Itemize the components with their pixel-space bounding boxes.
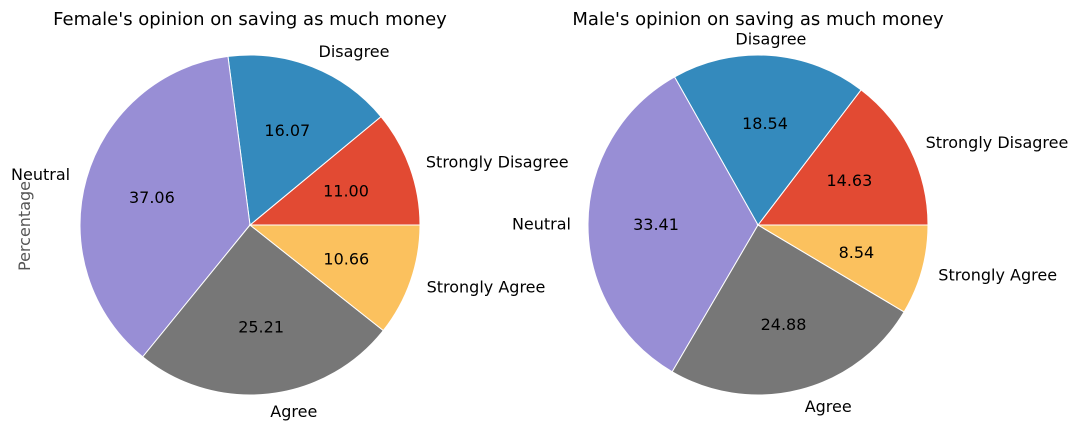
pie-category-label-strongly-agree: Strongly Agree xyxy=(938,266,1057,285)
y-axis-label: Percentage xyxy=(15,181,34,271)
pie-category-label-strongly-disagree: Strongly Disagree xyxy=(926,133,1069,152)
pie-slice-agree xyxy=(142,224,384,396)
pie-value-label-strongly-disagree: 14.63 xyxy=(826,171,872,190)
pie-category-label-neutral: Neutral xyxy=(11,165,70,184)
pie-slice-disagree xyxy=(673,54,862,226)
pie-slices xyxy=(587,54,929,396)
female-pie-chart: Female's opinion on saving as much money… xyxy=(11,9,569,421)
pie-slice-strongly-agree xyxy=(248,224,421,332)
pie-value-label-strongly-agree: 10.66 xyxy=(323,250,369,269)
pie-slice-agree xyxy=(671,224,905,396)
pie-category-label-neutral: Neutral xyxy=(512,215,571,234)
pie-value-label-strongly-disagree: 11.00 xyxy=(323,181,369,200)
pie-value-label-neutral: 33.41 xyxy=(633,215,679,234)
pie-slice-strongly-disagree xyxy=(248,115,421,226)
male-pie-chart: Male's opinion on saving as much money 1… xyxy=(512,9,1068,416)
pie-category-label-disagree: Disagree xyxy=(735,29,806,48)
pie-slices xyxy=(79,54,421,396)
pie-value-label-neutral: 37.06 xyxy=(129,188,175,207)
pie-slice-strongly-disagree xyxy=(756,89,929,226)
pie-category-label-strongly-disagree: Strongly Disagree xyxy=(426,153,569,172)
pie-value-label-agree: 24.88 xyxy=(761,315,807,334)
pie-category-label-disagree: Disagree xyxy=(319,42,390,61)
pie-value-label-strongly-agree: 8.54 xyxy=(839,243,875,262)
chart-title: Female's opinion on saving as much money xyxy=(53,9,447,30)
pie-slice-disagree xyxy=(227,54,382,226)
pie-slice-neutral xyxy=(79,55,251,358)
pie-value-label-agree: 25.21 xyxy=(238,317,284,336)
pie-slice-strongly-agree xyxy=(756,224,929,313)
pie-slice-neutral xyxy=(587,76,759,373)
pie-value-label-disagree: 18.54 xyxy=(742,114,788,133)
pie-category-label-agree: Agree xyxy=(805,397,852,416)
pie-value-label-disagree: 16.07 xyxy=(264,121,310,140)
pie-labels: 11.00 Strongly Disagree 16.07 Disagree 37.06… xyxy=(11,42,569,421)
pie-category-label-strongly-agree: Strongly Agree xyxy=(427,278,546,297)
pie-category-label-agree: Agree xyxy=(270,402,317,421)
pie-labels: 14.63 Strongly Disagree 18.54 Disagree 33.41… xyxy=(512,29,1068,416)
chart-title: Male's opinion on saving as much money xyxy=(572,9,944,30)
